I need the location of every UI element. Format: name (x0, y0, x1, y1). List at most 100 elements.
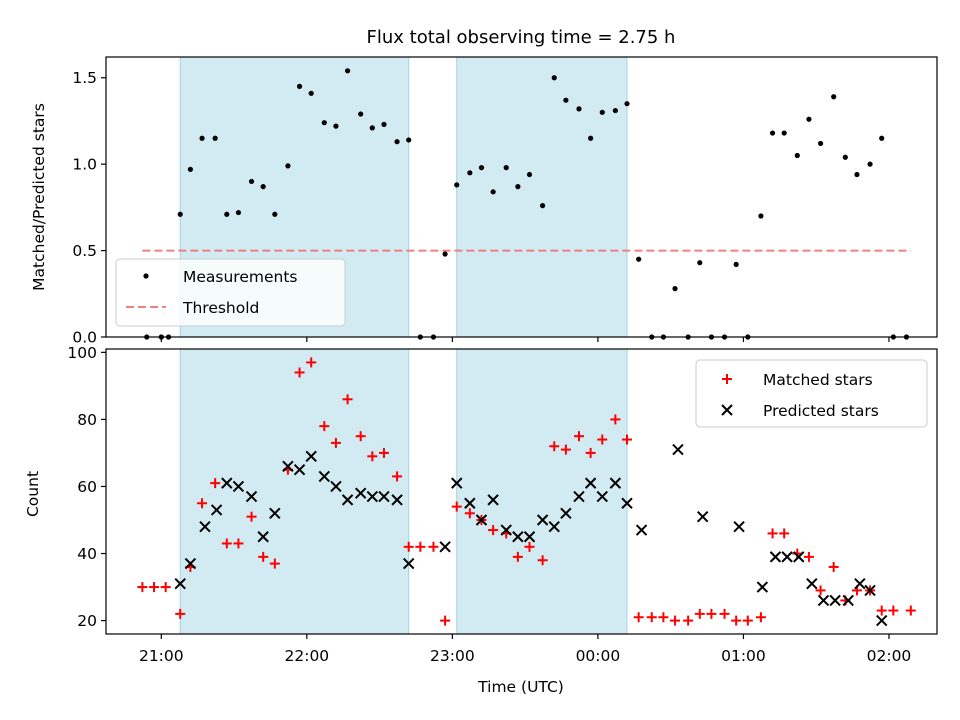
measurement-point (842, 154, 848, 160)
predicted-star-point (245, 490, 258, 503)
legend-box (115, 258, 346, 327)
matched-star-point (428, 541, 439, 552)
cross-b (282, 460, 294, 473)
predicted-star-point (354, 487, 367, 499)
predicted-star-point (875, 614, 888, 627)
cross-b (842, 594, 854, 607)
predicted-star-point (232, 480, 245, 493)
legend-measurements-label: Measurements (183, 268, 298, 286)
predicted-star-point (282, 460, 294, 473)
matched-star-point (451, 501, 462, 512)
predicted-star-point (318, 470, 331, 483)
cross-b (475, 514, 488, 526)
top-y-axis-label: Matched/Predicted stars (30, 103, 48, 291)
cross-b (635, 524, 648, 536)
predicted-star-point (854, 577, 866, 590)
predicted-star-point (221, 477, 233, 489)
predicted-star-point (391, 494, 403, 506)
measurement-point (540, 203, 546, 209)
matched-star-point (403, 541, 414, 552)
measurement-point (672, 286, 678, 292)
y-tick-label: 60 (77, 478, 97, 496)
bottom-legend: Matched stars Predicted stars (695, 359, 928, 428)
cross-b (512, 531, 524, 543)
cross-b (232, 480, 245, 493)
matched-star-point (355, 431, 366, 442)
matched-star-point (258, 551, 269, 562)
matched-star-point (815, 585, 826, 596)
top-x-ticks (160, 337, 890, 342)
cross-b (210, 504, 223, 516)
y-tick-label: 40 (77, 545, 97, 563)
measurement-point (563, 97, 569, 103)
measurement-point (588, 135, 594, 141)
x-tick-label: 01:00 (721, 647, 766, 665)
measurement-point (344, 68, 351, 74)
measurement-point (394, 139, 400, 145)
predicted-star-point (330, 480, 342, 493)
legend-measurements-marker (143, 273, 149, 279)
matched-star-point (742, 615, 753, 626)
cross-b (573, 490, 585, 503)
measurement-point (296, 83, 303, 89)
matched-star-point (828, 561, 839, 572)
cross-b (354, 487, 367, 499)
predicted-star-point (756, 581, 769, 593)
cross-b (536, 514, 549, 526)
measurement-point (467, 170, 473, 176)
cross-b (293, 463, 306, 476)
cross-b (864, 584, 876, 597)
matched-star-point (560, 444, 571, 455)
y-tick-label: 80 (77, 411, 97, 429)
measurement-point (272, 211, 278, 217)
y-tick-label: 0.5 (72, 242, 97, 260)
cross-b (781, 551, 793, 563)
x-tick-label: 22:00 (285, 647, 330, 665)
matched-star-point (767, 528, 778, 539)
cross-b (875, 614, 888, 627)
matched-star-point (537, 555, 548, 566)
matched-star-point (719, 608, 730, 619)
matched-star-point (585, 447, 596, 458)
x-tick-label: 23:00 (430, 647, 475, 665)
predicted-star-point (536, 514, 549, 526)
predicted-star-point (635, 524, 648, 536)
predicted-star-point (500, 524, 512, 536)
matched-star-point (175, 608, 186, 619)
cross-b (584, 477, 597, 489)
predicted-star-point (548, 520, 560, 533)
cross-b (305, 450, 317, 463)
measurement-point (624, 101, 630, 107)
predicted-star-point (378, 490, 390, 503)
cross-b (184, 557, 197, 570)
measurement-point (636, 256, 642, 262)
cross-b (523, 531, 536, 543)
cross-b (257, 531, 269, 543)
measurement-point (551, 75, 557, 81)
matched-star-point (683, 615, 694, 626)
top-axes-border (105, 56, 938, 338)
matched-star-point (342, 394, 353, 405)
predicted-star-point (293, 463, 306, 476)
legend-threshold-label: Threshold (182, 299, 259, 317)
cross-b (318, 470, 331, 483)
predicted-star-point (475, 514, 488, 526)
measurement-point (817, 140, 824, 147)
measurement-point (199, 135, 205, 141)
predicted-star-point (184, 557, 197, 570)
y-tick-label: 0.0 (72, 329, 97, 347)
measurement-point (308, 90, 314, 96)
measurement-point (599, 109, 605, 115)
matched-star-point (573, 431, 584, 442)
predicted-star-point (733, 520, 745, 533)
matched-star-point (149, 582, 160, 593)
measurement-point (697, 260, 703, 266)
measurement-point (758, 213, 764, 219)
cross-b (609, 477, 622, 489)
cross-b (439, 541, 451, 553)
matched-star-point (392, 471, 403, 482)
matched-star-point (233, 538, 244, 549)
top-panel: Flux total observing time = 2.75 h 0.00.… (30, 27, 938, 347)
measurement-point (285, 163, 291, 169)
